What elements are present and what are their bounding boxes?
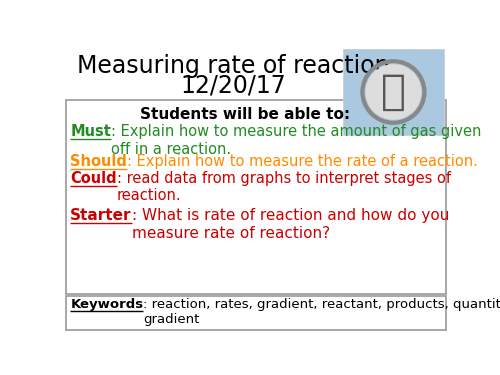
Text: : Explain how to measure the rate of a reaction.: : Explain how to measure the rate of a r… (127, 154, 478, 170)
Text: : What is rate of reaction and how do you
measure rate of reaction?: : What is rate of reaction and how do yo… (132, 208, 449, 241)
FancyBboxPatch shape (343, 49, 444, 135)
Text: : read data from graphs to interpret stages of
reaction.: : read data from graphs to interpret sta… (117, 171, 451, 203)
FancyBboxPatch shape (66, 296, 446, 330)
Text: Must: Must (70, 124, 111, 139)
Text: Starter: Starter (70, 208, 132, 223)
Text: Should: Should (70, 154, 127, 170)
Text: Students will be able to:: Students will be able to: (140, 107, 350, 122)
Text: Keywords: Keywords (70, 298, 144, 311)
Circle shape (366, 64, 422, 120)
Text: : reaction, rates, gradient, reactant, products, quantity,
gradient: : reaction, rates, gradient, reactant, p… (144, 298, 500, 326)
Text: : Explain how to measure the amount of gas given
off in a reaction.: : Explain how to measure the amount of g… (111, 124, 482, 157)
Text: ⏱: ⏱ (381, 71, 406, 113)
FancyBboxPatch shape (66, 100, 446, 294)
Text: Measuring rate of reaction: Measuring rate of reaction (76, 54, 390, 78)
Text: Could: Could (70, 171, 117, 186)
Text: 12/20/17: 12/20/17 (180, 73, 286, 97)
